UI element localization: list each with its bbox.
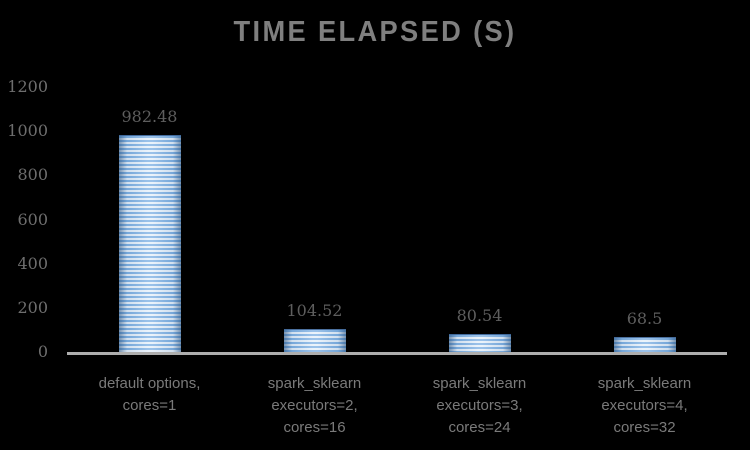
bar-value-label: 68.5 xyxy=(626,308,663,328)
bar xyxy=(613,336,676,353)
x-category-label: default options, cores=1 xyxy=(65,373,235,417)
category-line: executors=3, xyxy=(436,397,523,414)
category-line: spark_sklearn xyxy=(432,375,527,392)
y-axis-tick-label: 200 xyxy=(17,297,48,317)
chart-title: TIME ELAPSED (S) xyxy=(233,16,517,48)
y-axis-tick-label: 0 xyxy=(37,342,48,361)
y-axis-tick-label: 1200 xyxy=(7,77,48,96)
category-line: default options, xyxy=(98,375,201,392)
category-line: spark_sklearn xyxy=(267,375,362,392)
category-line: cores=32 xyxy=(613,419,676,436)
category-line: cores=1 xyxy=(122,397,177,414)
bar-value-label: 80.54 xyxy=(456,306,503,326)
x-category-label: spark_sklearn executors=4, cores=32 xyxy=(560,373,730,439)
category-line: cores=16 xyxy=(283,419,346,436)
category-line: executors=2, xyxy=(271,397,358,414)
category-line: executors=4, xyxy=(601,397,688,414)
y-axis-tick-label: 400 xyxy=(17,253,48,273)
y-axis-tick-label: 800 xyxy=(17,165,48,185)
bar xyxy=(118,135,181,353)
x-category-label: spark_sklearn executors=3, cores=24 xyxy=(395,373,565,439)
bar-value-label: 104.52 xyxy=(286,300,343,320)
x-category-label: spark_sklearn executors=2, cores=16 xyxy=(230,373,400,439)
category-line: cores=24 xyxy=(448,419,511,436)
category-line: spark_sklearn xyxy=(597,375,692,392)
bar xyxy=(283,328,346,353)
bar-value-label: 982.48 xyxy=(121,107,178,127)
y-axis-tick-label: 1000 xyxy=(7,121,48,141)
x-axis-line xyxy=(67,352,727,355)
y-axis-tick-label: 600 xyxy=(17,209,48,229)
bar xyxy=(448,334,511,353)
